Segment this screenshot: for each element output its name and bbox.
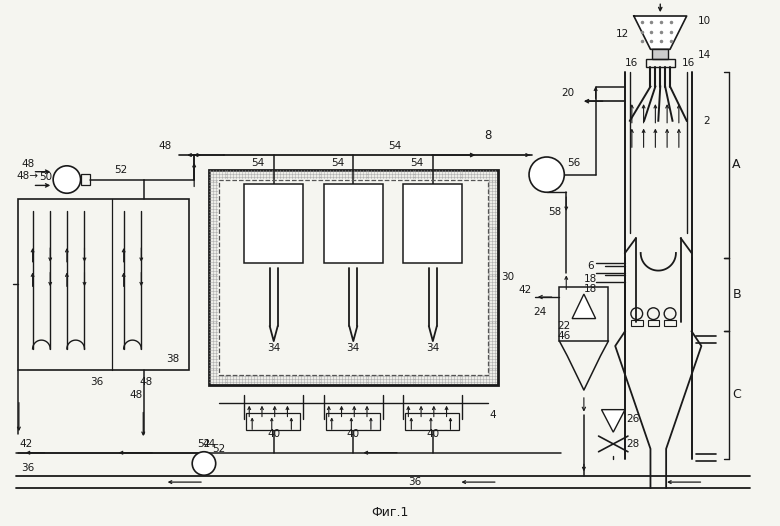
Text: 36: 36 — [408, 477, 421, 487]
Text: 32: 32 — [405, 189, 418, 199]
Text: 40: 40 — [427, 429, 439, 439]
Bar — [209, 170, 498, 385]
Text: 18: 18 — [584, 275, 597, 285]
Text: 48: 48 — [21, 159, 34, 169]
Bar — [559, 287, 608, 341]
Bar — [218, 179, 488, 376]
Text: 10: 10 — [698, 16, 711, 26]
Bar — [80, 174, 90, 185]
Text: 48→: 48→ — [16, 170, 39, 180]
Text: 46: 46 — [558, 331, 571, 341]
Bar — [244, 185, 303, 263]
Text: 36: 36 — [90, 377, 104, 387]
Polygon shape — [601, 410, 625, 432]
Text: 26: 26 — [626, 414, 640, 424]
Text: 28: 28 — [626, 439, 640, 449]
Circle shape — [529, 157, 564, 193]
Text: 52: 52 — [212, 444, 225, 454]
Bar — [665, 320, 676, 327]
Bar — [326, 412, 380, 430]
Text: 56: 56 — [568, 158, 581, 168]
Text: 54: 54 — [410, 158, 424, 168]
Text: 48: 48 — [140, 377, 153, 387]
Text: 54: 54 — [251, 158, 264, 168]
Text: 48: 48 — [158, 141, 172, 151]
Text: Фиг.1: Фиг.1 — [371, 506, 409, 519]
Text: 42: 42 — [20, 439, 32, 449]
Text: 52: 52 — [114, 165, 127, 175]
Text: 16: 16 — [626, 58, 639, 68]
Bar — [652, 49, 668, 59]
Text: 6: 6 — [587, 261, 594, 271]
Text: 54: 54 — [388, 141, 402, 151]
Text: 30: 30 — [501, 272, 514, 282]
Text: 8: 8 — [484, 129, 491, 142]
Bar — [246, 412, 300, 430]
Bar — [324, 185, 383, 263]
Text: А: А — [732, 158, 741, 171]
Text: 22: 22 — [558, 321, 571, 331]
Text: 40: 40 — [268, 429, 280, 439]
Polygon shape — [634, 16, 686, 49]
Text: 34: 34 — [426, 343, 439, 353]
Text: 58: 58 — [548, 207, 561, 217]
Bar — [403, 185, 463, 263]
Text: 42: 42 — [519, 285, 532, 295]
Circle shape — [53, 166, 80, 193]
Text: 48: 48 — [129, 390, 143, 400]
Text: В: В — [732, 288, 741, 300]
Text: 16: 16 — [682, 58, 695, 68]
Text: 52: 52 — [197, 439, 211, 449]
Text: 32: 32 — [325, 189, 339, 199]
Bar — [631, 320, 643, 327]
Text: 50: 50 — [39, 171, 52, 181]
Text: 18: 18 — [584, 284, 597, 294]
Text: 14: 14 — [697, 50, 711, 60]
Text: 24: 24 — [534, 307, 547, 317]
Text: 4: 4 — [490, 410, 496, 420]
Bar — [647, 320, 659, 327]
Text: С: С — [732, 388, 741, 401]
Text: 54: 54 — [331, 158, 344, 168]
Text: 34: 34 — [267, 343, 280, 353]
Text: 36: 36 — [21, 463, 34, 473]
Text: 38: 38 — [166, 353, 179, 363]
Bar — [18, 199, 190, 370]
Text: 32: 32 — [246, 189, 259, 199]
Text: 40: 40 — [347, 429, 360, 439]
Bar — [646, 59, 675, 67]
Text: 34: 34 — [346, 343, 360, 353]
Text: 44: 44 — [202, 439, 215, 449]
Text: 2: 2 — [703, 116, 710, 126]
Text: 12: 12 — [615, 28, 629, 38]
Bar — [406, 412, 459, 430]
Circle shape — [192, 452, 216, 476]
Polygon shape — [572, 294, 596, 319]
Text: 20: 20 — [562, 88, 575, 98]
